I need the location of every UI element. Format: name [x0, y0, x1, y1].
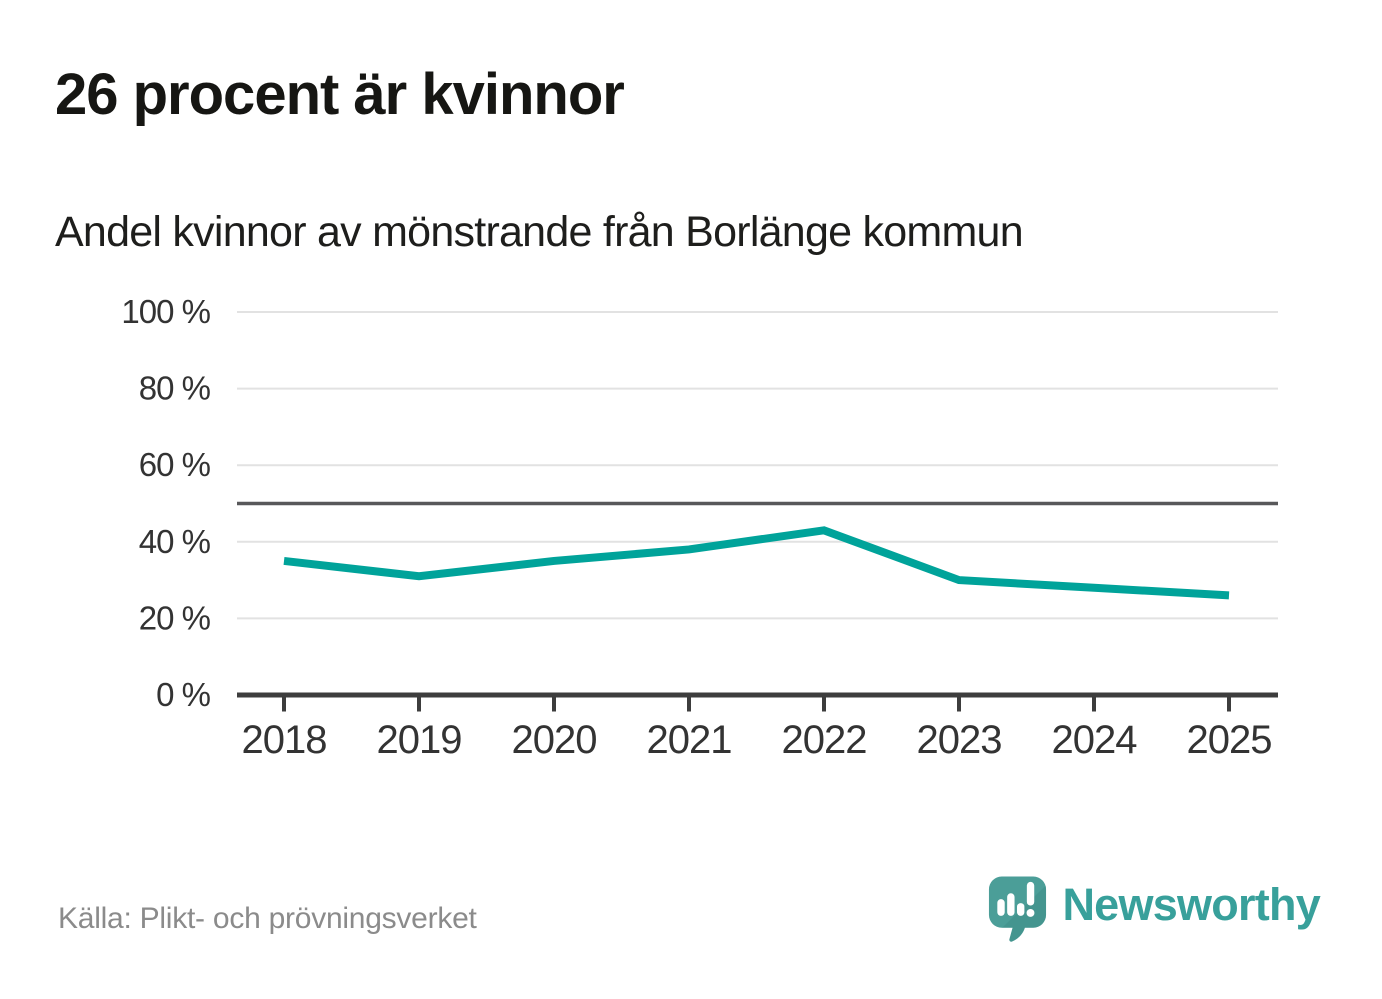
- chart-title: 26 procent är kvinnor: [55, 62, 625, 127]
- x-axis-label-2022: 2022: [782, 718, 867, 762]
- newsworthy-logo-text: Newsworthy: [1062, 878, 1320, 930]
- x-axis-label-2021: 2021: [647, 718, 732, 762]
- x-axis-label-2025: 2025: [1187, 718, 1272, 762]
- exclamation-glyph: [1026, 881, 1035, 917]
- y-axis-label-40: 40 %: [139, 523, 211, 560]
- y-axis-label-20: 20 %: [139, 599, 211, 636]
- bar-chart-glyph: [997, 893, 1025, 916]
- source-attribution: Källa: Plikt- och prövningsverket: [58, 902, 477, 935]
- series-line-andel-kvinnor: [283, 526, 1230, 600]
- y-axis-label-80: 80 %: [139, 370, 211, 407]
- x-axis-label-2020: 2020: [512, 718, 597, 762]
- y-axis-label-0: 0 %: [156, 676, 211, 713]
- newsworthy-logo: Newsworthy: [986, 874, 1321, 944]
- x-axis-label-2023: 2023: [917, 718, 1002, 762]
- x-axis-label-2024: 2024: [1052, 718, 1138, 762]
- y-axis-label-100: 100 %: [121, 293, 210, 330]
- chart-subtitle: Andel kvinnor av mönstrande från Borläng…: [55, 208, 1024, 256]
- x-axis-label-2019: 2019: [377, 718, 462, 762]
- y-axis-label-60: 60 %: [139, 446, 211, 483]
- x-axis-label-2018: 2018: [242, 718, 327, 762]
- newsworthy-logo-icon: [989, 876, 1047, 942]
